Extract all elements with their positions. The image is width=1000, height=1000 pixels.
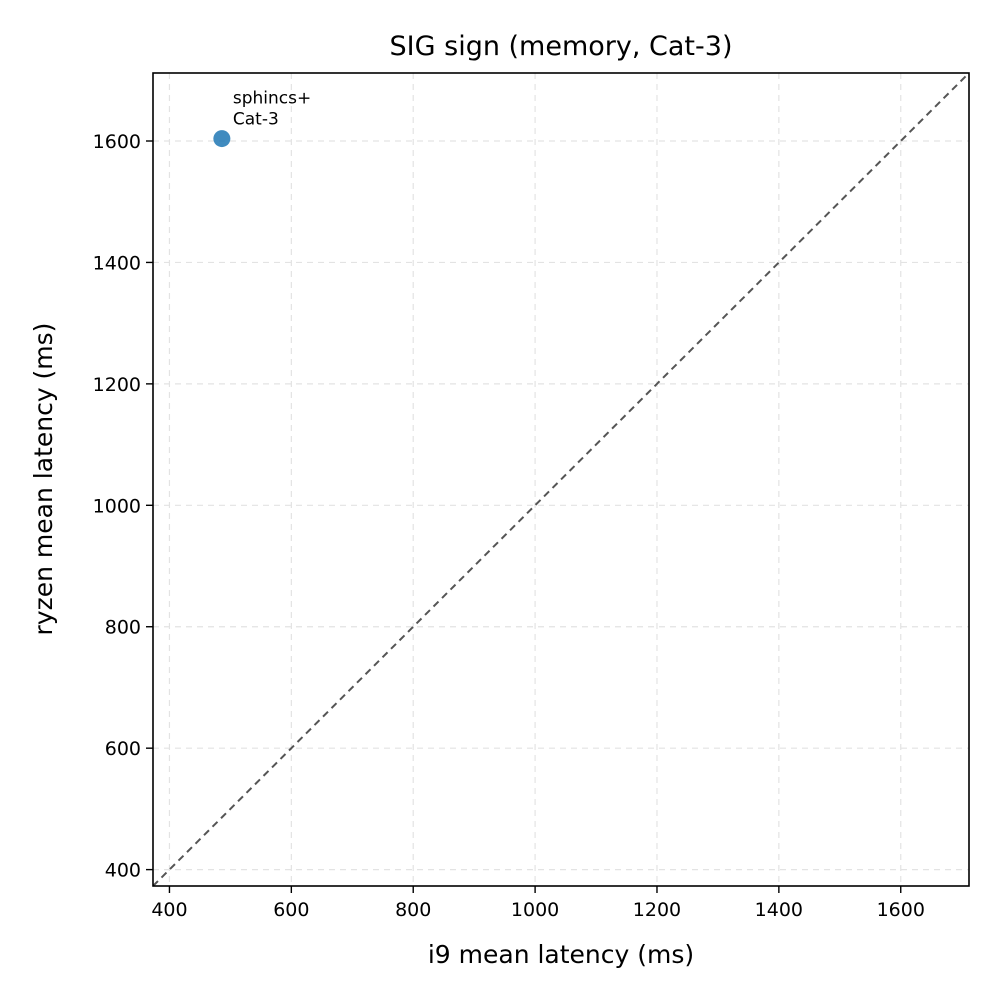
x-tick-label: 1200	[633, 899, 681, 921]
y-tick-label: 1200	[93, 374, 141, 396]
scatter-point	[213, 130, 231, 148]
y-tick-label: 1600	[93, 131, 141, 153]
y-tick-label: 400	[105, 860, 141, 882]
x-tick-label: 800	[395, 899, 431, 921]
grid-lines	[153, 73, 969, 886]
axis-ticks: 400 600 800 1000 1200 1400 1600 400 600 800 1000 12…	[93, 131, 925, 921]
x-tick-label: 400	[151, 899, 187, 921]
y-tick-label: 600	[105, 738, 141, 760]
x-tick-label: 600	[273, 899, 309, 921]
x-tick-label: 1000	[511, 899, 559, 921]
data-points: sphincs+ Cat-3	[213, 89, 311, 148]
point-annotation: sphincs+ Cat-3	[233, 89, 311, 130]
x-tick-label: 1400	[755, 899, 803, 921]
plot-frame	[152, 72, 970, 887]
y-tick-label: 1400	[93, 252, 141, 274]
chart-title: SIG sign (memory, Cat-3)	[390, 31, 733, 62]
x-tick-label: 1600	[877, 899, 925, 921]
x-axis-label: i9 mean latency (ms)	[428, 940, 694, 969]
y-tick-label: 1000	[93, 495, 141, 517]
y-axis-label: ryzen mean latency (ms)	[29, 323, 58, 636]
y-tick-label: 800	[105, 617, 141, 639]
